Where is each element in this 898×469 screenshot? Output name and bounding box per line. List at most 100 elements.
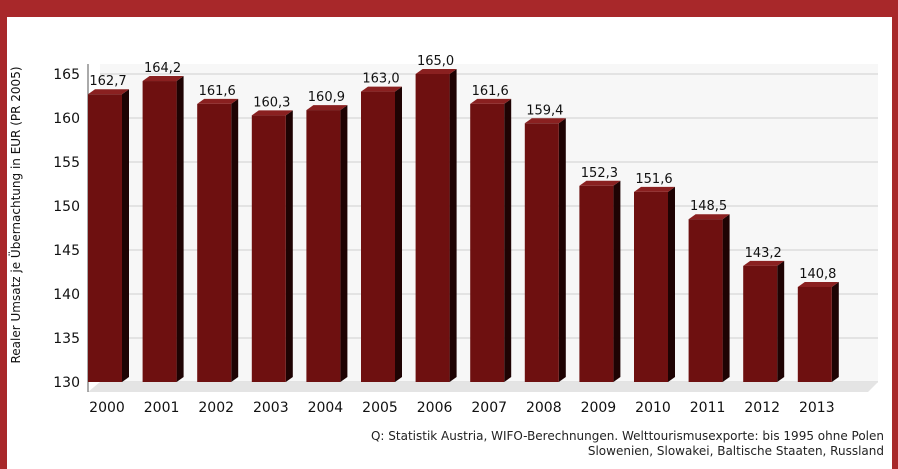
data-label: 162,7 — [89, 74, 126, 89]
y-tick-label: 130 — [53, 375, 80, 391]
x-tick-label: 2000 — [89, 400, 125, 416]
data-label: 148,5 — [690, 199, 727, 214]
x-tick-label: 2012 — [744, 400, 780, 416]
bar-front — [524, 123, 559, 382]
bar — [88, 89, 129, 383]
y-tick-label: 150 — [53, 199, 80, 215]
bar — [251, 110, 293, 383]
source-line-1: Q: Statistik Austria, WIFO-Berechnungen.… — [370, 429, 884, 443]
bar-side — [340, 105, 348, 382]
bar-top — [88, 89, 129, 95]
bar-front — [361, 91, 395, 382]
bar-front — [88, 94, 122, 383]
data-label: 152,3 — [581, 166, 618, 181]
bar-top — [524, 118, 566, 124]
x-tick-label: 2011 — [690, 400, 726, 416]
data-label: 143,2 — [745, 246, 782, 261]
data-label: 163,0 — [362, 72, 399, 87]
x-tick-label: 2001 — [144, 400, 180, 416]
data-label: 161,6 — [199, 84, 236, 99]
x-tick-label: 2013 — [799, 400, 835, 416]
bar-top — [634, 186, 675, 192]
bar-side — [777, 260, 785, 382]
bar-top — [197, 98, 239, 104]
bar — [688, 214, 730, 382]
bar-side — [613, 180, 621, 382]
x-tick-label: 2004 — [308, 400, 344, 416]
y-tick-label: 165 — [53, 67, 80, 83]
bar-front — [797, 286, 832, 382]
bar — [634, 186, 675, 382]
data-labels: 162,7 164,2 161,6 160,3 160,9 163,0 165,0 161,6… — [89, 54, 836, 282]
x-tick-label: 2006 — [417, 400, 453, 416]
y-tick-label: 155 — [53, 155, 80, 171]
data-label: 151,6 — [635, 172, 672, 187]
bar-side — [504, 98, 512, 383]
bar-side — [285, 110, 293, 383]
bar-side — [831, 281, 839, 382]
plot-floor — [88, 382, 878, 392]
bar-top — [415, 69, 457, 74]
bar-side — [668, 186, 675, 382]
bar-front — [579, 185, 614, 382]
bar-top — [579, 180, 621, 186]
bar — [197, 98, 239, 383]
bar — [743, 260, 785, 382]
bar — [361, 86, 402, 382]
data-label: 164,2 — [144, 61, 181, 76]
x-tick-label: 2002 — [198, 400, 234, 416]
x-axis-ticks: 2000 2001 2002 2003 2004 2005 2006 2007 2008 2009… — [89, 400, 834, 416]
x-tick-label: 2007 — [471, 400, 507, 416]
bar-top — [470, 98, 512, 104]
source-line-2: Slowenien, Slowakei, Baltische Staaten, … — [587, 444, 884, 458]
bar-top — [688, 214, 730, 220]
bar-front — [142, 81, 177, 382]
data-label: 165,0 — [417, 54, 454, 69]
bar-top — [743, 260, 785, 266]
source-note: Q: Statistik Austria, WIFO-Berechnungen.… — [284, 429, 884, 459]
bar-front — [470, 103, 505, 383]
bar-front — [251, 115, 286, 383]
bar-front — [688, 219, 723, 382]
bar — [142, 76, 184, 382]
y-tick-label: 140 — [53, 287, 80, 303]
bar-front — [415, 74, 450, 382]
bar-top — [251, 110, 293, 116]
bar — [415, 69, 457, 382]
bar-side — [176, 76, 184, 382]
x-tick-label: 2003 — [253, 400, 289, 416]
x-tick-label: 2008 — [526, 400, 562, 416]
bar-front — [197, 103, 232, 383]
y-axis-ticks: 130 135 140 145 150 155 160 165 — [53, 67, 80, 391]
bar-side — [722, 214, 730, 382]
bar — [306, 105, 348, 382]
x-tick-label: 2009 — [581, 400, 617, 416]
bar-front — [743, 265, 778, 382]
y-tick-label: 135 — [53, 331, 80, 347]
bar-top — [797, 281, 839, 287]
data-label: 160,9 — [308, 90, 345, 105]
bar-top — [306, 105, 348, 111]
bar-top — [142, 76, 184, 82]
bar-side — [558, 118, 566, 382]
bar-top — [361, 86, 402, 92]
bars — [88, 69, 839, 383]
data-label: 160,3 — [253, 95, 290, 110]
data-label: 140,8 — [799, 267, 836, 282]
data-label: 159,4 — [526, 103, 563, 118]
bar-front — [306, 110, 341, 382]
y-tick-label: 160 — [53, 111, 80, 127]
bar-side — [231, 98, 239, 383]
bar — [797, 281, 839, 382]
bar-side — [449, 69, 457, 382]
x-tick-label: 2005 — [362, 400, 398, 416]
data-label: 161,6 — [472, 84, 509, 99]
bar — [470, 98, 512, 383]
bar — [524, 118, 566, 382]
bar — [579, 180, 621, 382]
bar-side — [122, 89, 129, 383]
x-tick-label: 2010 — [635, 400, 671, 416]
y-tick-label: 145 — [53, 243, 80, 259]
y-axis-label: Realer Umsatz je Übernachtung in EUR (PR… — [7, 66, 23, 363]
